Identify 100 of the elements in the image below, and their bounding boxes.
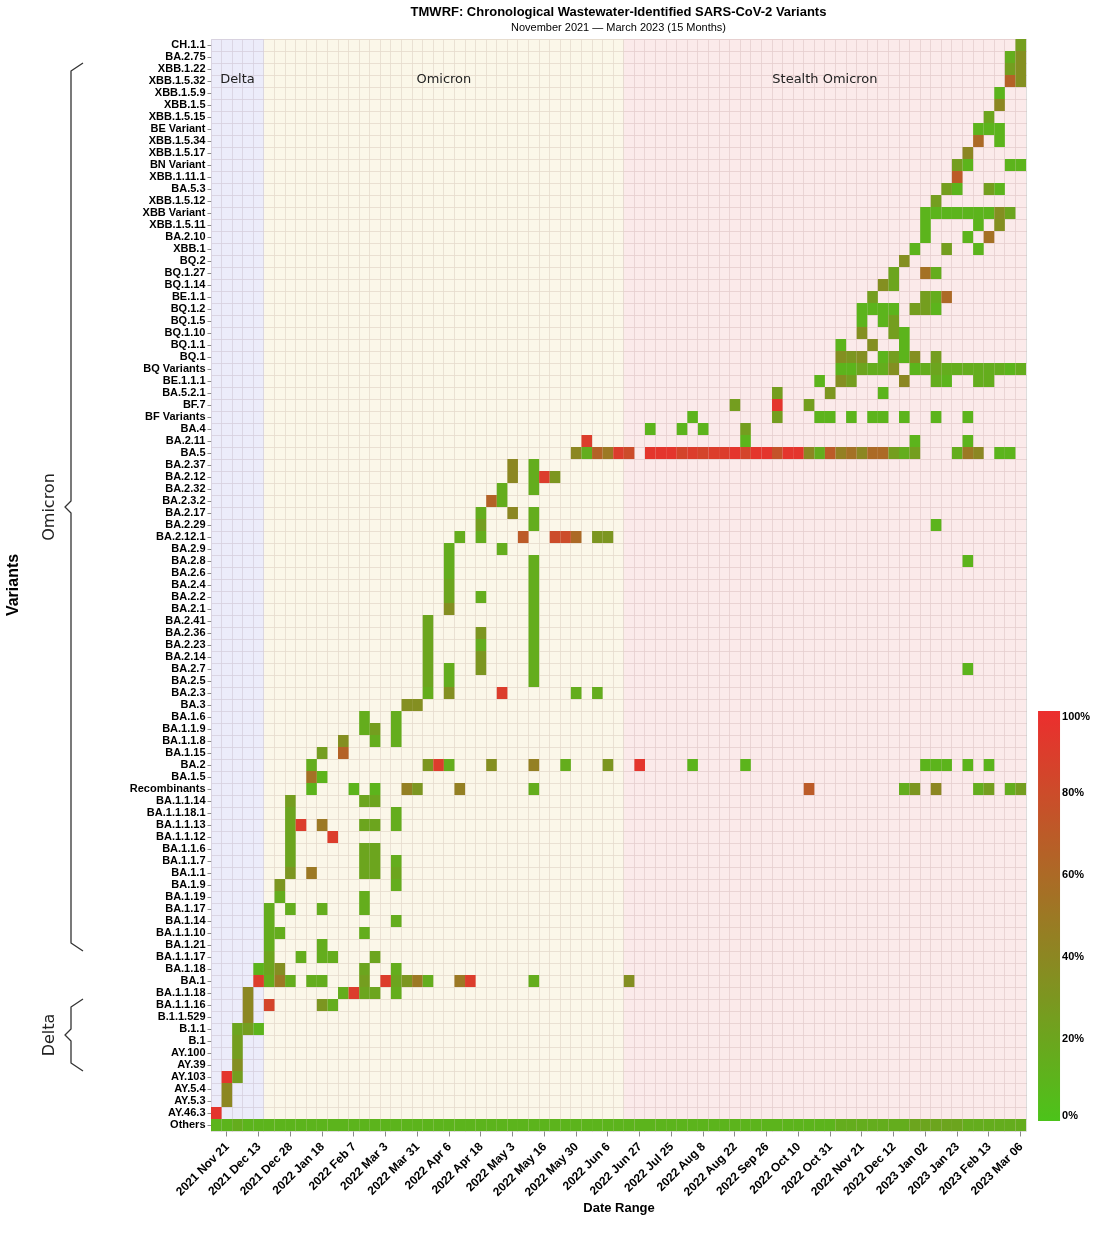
y-tick-label: AY.5.3 <box>174 1093 206 1106</box>
y-tick-label: BA.3 <box>180 698 206 710</box>
y-tick-label: BA.1.17 <box>165 902 206 914</box>
y-tick-label: XBB.1.5.34 <box>148 134 207 147</box>
y-tick-label: BA.2.12.1 <box>156 530 206 542</box>
y-tick-label: BA.5.3 <box>171 182 206 195</box>
y-tick-label: AY.100 <box>171 1045 206 1058</box>
y-tick-label: BQ.2 <box>179 254 206 266</box>
y-tick-label: BF Variants <box>145 410 206 422</box>
y-tick-label: Others <box>170 1117 206 1130</box>
y-tick-label: BA.1.1.16 <box>156 997 206 1010</box>
text: Delta <box>39 1013 58 1057</box>
y-tick-label: BA.2.3.2 <box>162 494 206 506</box>
y-tick-label: AY.39 <box>177 1057 206 1070</box>
y-tick-label: XBB.1 <box>173 242 206 254</box>
y-tick-label: BA.2.14 <box>165 650 207 662</box>
x-axis-title: Date Range <box>583 1200 655 1216</box>
y-tick-label: BE.1.1.1 <box>162 374 206 386</box>
y-tick-label: XBB.1.5.9 <box>154 86 206 99</box>
y-tick-label: XBB.1.5.15 <box>148 110 206 123</box>
y-tick-label: BA.2.11 <box>165 434 206 446</box>
y-tick-label: BQ.1.1 <box>170 338 206 350</box>
text: Omicron <box>39 473 58 541</box>
y-tick-label: BA.1.1.6 <box>162 842 206 854</box>
y-tick-label: BQ Variants <box>143 362 206 374</box>
y-tick-label: BQ.1.27 <box>164 266 206 278</box>
y-tick-label: XBB Variant <box>142 206 206 218</box>
y-tick-label: BA.1.1.9 <box>162 722 206 734</box>
annotation: Delta <box>220 71 255 87</box>
y-tick-label: BA.1.1.13 <box>156 818 206 830</box>
y-tick-label: BA.2.1 <box>171 602 206 614</box>
annotation: Omicron <box>416 71 472 87</box>
y-tick-label: BA.2.32 <box>165 482 206 494</box>
y-tick-label: B.1 <box>188 1033 206 1046</box>
chart-title: TMWRF: Chronological Wastewater-Identified SARS-CoV-2 Variants <box>410 3 827 19</box>
y-tick-label: BA.1.5 <box>171 770 206 782</box>
y-tick-label: BA.2.37 <box>165 458 206 470</box>
y-tick-label: BA.1.1.18 <box>156 986 206 998</box>
y-tick-label: BA.2.23 <box>165 638 206 650</box>
y-tick-label: BA.2.17 <box>165 506 206 518</box>
y-tick-label: BA.1.14 <box>165 914 207 926</box>
y-tick-label: BA.1.1.12 <box>156 830 206 842</box>
y-tick-label: BQ.1 <box>179 350 206 362</box>
color-bar-label: 20% <box>1062 1031 1085 1044</box>
y-tick-label: BA.1.15 <box>165 746 206 758</box>
text: Variants <box>4 553 21 617</box>
y-tick-label: BA.2.8 <box>171 554 206 566</box>
y-tick-label: BQ.1.14 <box>164 278 207 290</box>
y-tick-label: BF.7 <box>182 398 206 410</box>
y-tick-label: BA.4 <box>180 422 207 434</box>
y-tick-label: BQ.1.2 <box>170 302 206 314</box>
y-tick-label: BA.2.29 <box>165 518 206 530</box>
y-tick-label: XBB.1.5.11 <box>149 218 206 230</box>
y-tick-label: BA.1.21 <box>165 938 206 950</box>
y-tick-label: AY.46.3 <box>168 1105 206 1118</box>
y-tick-label: BN Variant <box>149 158 206 171</box>
y-tick-label: BE Variant <box>150 122 206 135</box>
annotation: Stealth Omicron <box>772 71 878 87</box>
y-tick-label: BA.2.7 <box>171 662 206 674</box>
y-tick-label: BA.1.6 <box>171 710 206 722</box>
y-tick-label: BA.2.2 <box>171 590 206 602</box>
y-tick-label: XBB.1.5.12 <box>148 194 206 207</box>
y-tick-label: BA.1 <box>180 974 206 986</box>
y-tick-label: B.1.1 <box>179 1021 206 1034</box>
color-bar-label: 40% <box>1062 950 1085 962</box>
y-tick-label: BA.1.1.17 <box>156 950 206 962</box>
y-tick-label: BA.2.9 <box>171 542 206 554</box>
y-tick-label: BA.1.19 <box>165 890 206 902</box>
y-tick-label: BA.1.1.8 <box>162 734 206 746</box>
y-tick-label: AY.103 <box>171 1069 206 1082</box>
y-tick-label: BA.2.75 <box>165 50 206 63</box>
y-tick-label: Recombinants <box>129 782 206 794</box>
y-tick-label: BA.1.1.7 <box>162 854 206 866</box>
color-bar-label: 100% <box>1062 710 1091 722</box>
y-tick-label: BA.1.1.18.1 <box>146 806 206 818</box>
color-bar-label: 60% <box>1062 868 1085 880</box>
y-tick-label: BA.2.6 <box>171 566 206 578</box>
y-tick-label: XBB.1.5 <box>163 98 206 111</box>
y-tick-label: B.1.1.529 <box>157 1009 206 1022</box>
y-tick-label: BA.2.10 <box>165 230 206 242</box>
y-tick-label: BA.1.1.10 <box>156 926 206 938</box>
y-tick-label: BA.5.2.1 <box>162 386 206 398</box>
y-tick-label: BA.1.9 <box>171 878 206 890</box>
y-tick-label: BA.1.18 <box>165 962 206 974</box>
color-bar-label: 80% <box>1062 786 1085 798</box>
y-tick-label: XBB.1.5.32 <box>148 74 206 87</box>
y-tick-label: BA.2 <box>180 758 206 770</box>
y-tick-label: BA.2.12 <box>165 470 206 482</box>
y-tick-label: BA.2.4 <box>171 578 207 590</box>
y-tick-label: CH.1.1 <box>171 38 206 51</box>
color-bar-label: 0% <box>1062 1108 1079 1121</box>
y-tick-label: BA.2.5 <box>171 674 206 686</box>
y-tick-label: BA.1.1.14 <box>156 794 207 806</box>
y-tick-label: BE.1.1 <box>171 290 206 302</box>
y-tick-label: BA.2.41 <box>165 614 206 626</box>
y-tick-label: XBB.1.22 <box>157 62 206 75</box>
y-tick-label: BA.5 <box>180 446 206 458</box>
y-tick-label: XBB.1.5.17 <box>148 146 206 159</box>
y-tick-label: BQ.1.10 <box>164 326 206 338</box>
y-tick-label: BA.2.36 <box>165 626 206 638</box>
